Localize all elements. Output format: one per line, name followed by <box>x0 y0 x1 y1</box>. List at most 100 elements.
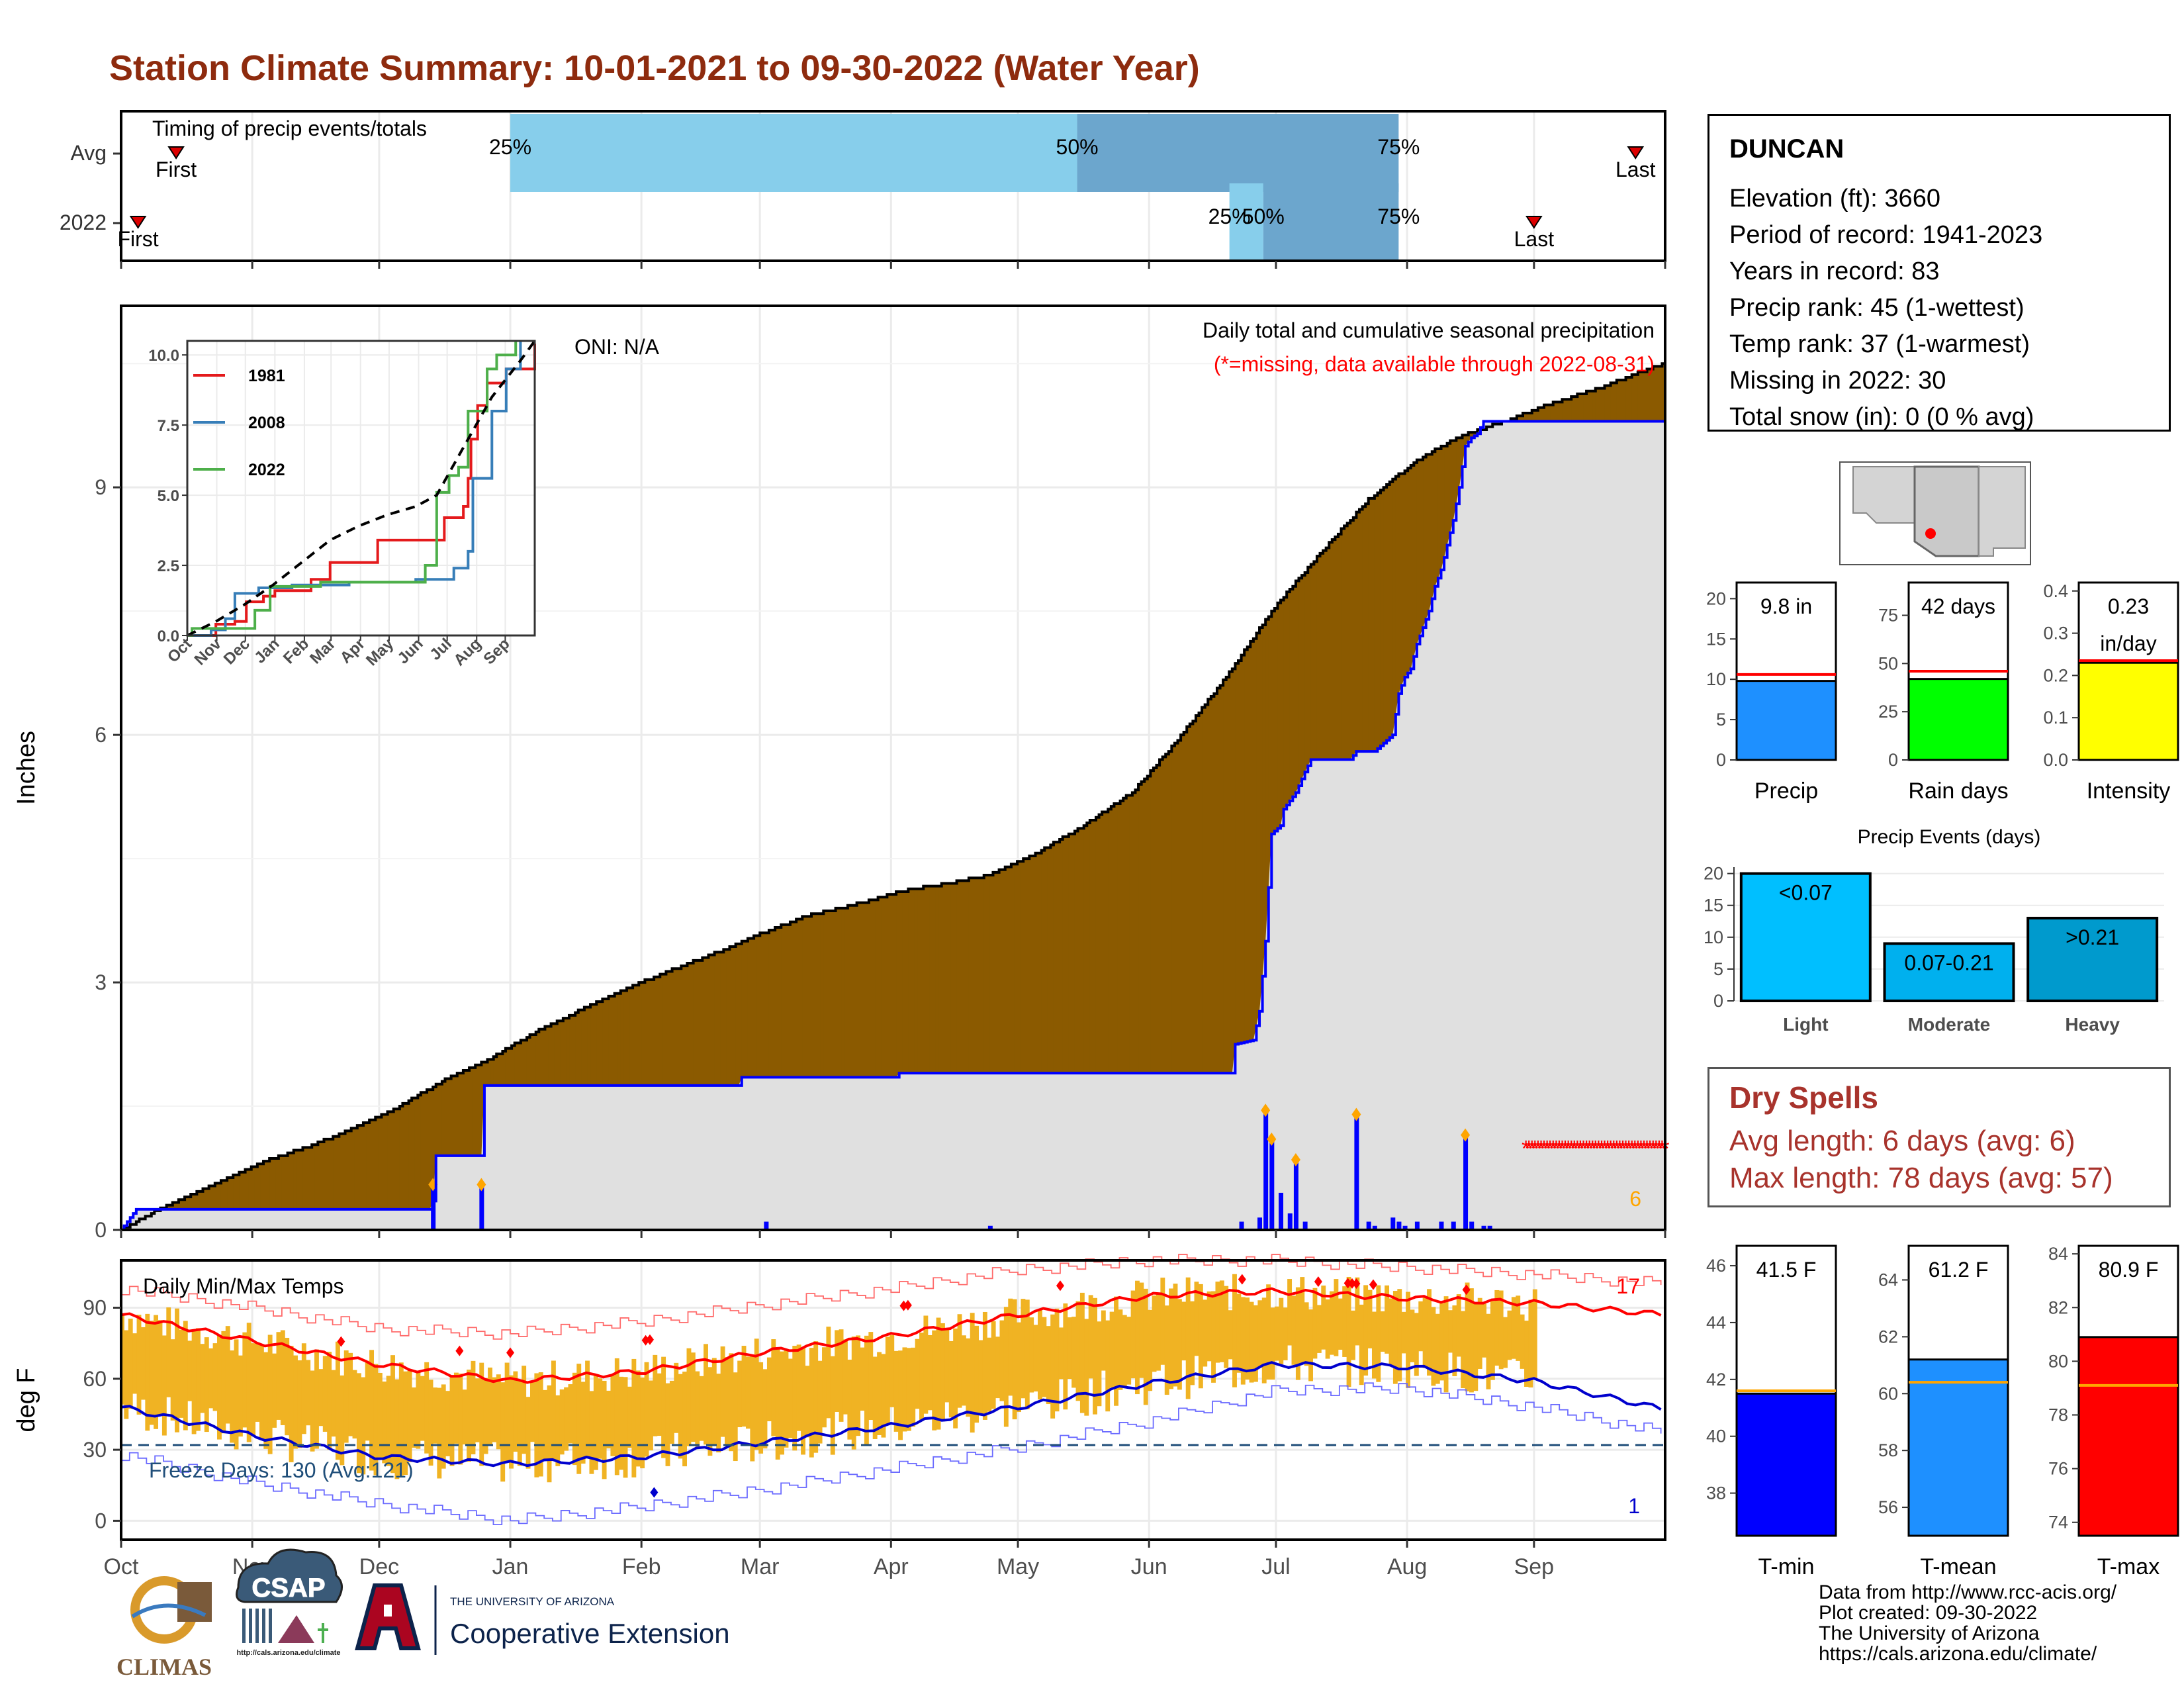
temp-daily-bar <box>1427 1289 1432 1376</box>
temp-daily-bar <box>737 1360 743 1428</box>
precip-deficit-slice <box>908 888 912 1074</box>
precip-deficit-slice <box>947 883 952 1074</box>
precip-deficit-slice <box>1320 553 1324 760</box>
precip-deficit-slice <box>1293 586 1297 797</box>
temp-daily-bar <box>1304 1302 1309 1366</box>
csap-logo-cactus <box>318 1623 328 1643</box>
precip-deficit-slice <box>1208 699 1212 1074</box>
precip-deficit-slice <box>578 1009 582 1086</box>
precip-deficit-slice <box>983 875 987 1074</box>
tmean-title: T-mean <box>1920 1554 1996 1579</box>
precip-deficit-slice <box>172 1202 176 1209</box>
footer-university: The University of Arizona <box>1819 1622 2040 1644</box>
temp-daily-bar <box>1075 1301 1081 1401</box>
temp-daily-bar <box>1198 1284 1203 1389</box>
temp-daily-bar <box>1461 1311 1466 1389</box>
precip-deficit-slice <box>1547 404 1551 422</box>
tmean-value-bar <box>1907 1358 2009 1537</box>
precip-deficit-slice <box>1283 597 1287 810</box>
temp-daily-bar <box>356 1373 361 1474</box>
temp-daily-bar <box>576 1364 582 1474</box>
precip-deficit-slice <box>1359 509 1363 752</box>
temp-daily-bar <box>678 1374 683 1459</box>
inset-chart: 0.02.55.07.510.0OctNovDecJanFebMarAprMay… <box>148 340 536 669</box>
precip-deficit-slice <box>175 1202 179 1209</box>
precip-deficit-slice <box>1089 820 1094 1074</box>
precip-deficit-slice <box>1583 393 1587 422</box>
precip-deficit-slice <box>999 869 1003 1074</box>
precip-deficit-slice <box>427 1090 431 1209</box>
precip-missing-marker: * <box>1558 1136 1567 1161</box>
temp-daily-bar <box>1105 1320 1111 1412</box>
precip-deficit-slice <box>881 897 885 1078</box>
precip-daily-bar <box>1451 1221 1456 1230</box>
csap-logo-text: CSAP <box>251 1573 325 1603</box>
precip_total-y-tick-label: 20 <box>1706 588 1726 608</box>
temp-daily-bar <box>221 1331 226 1434</box>
temp-daily-bar <box>1291 1295 1297 1365</box>
temp-daily-bar <box>1469 1288 1474 1393</box>
precip-deficit-slice <box>430 1090 433 1209</box>
precip-deficit-slice <box>805 916 809 1078</box>
temp-daily-bar <box>771 1339 776 1436</box>
precip-deficit-slice <box>1268 616 1272 888</box>
intensity-value-bar <box>2077 661 2179 761</box>
tmax-y-tick-label: 84 <box>2048 1244 2068 1264</box>
precip-deficit-slice <box>1071 833 1075 1074</box>
timing-label-first: First <box>156 158 197 181</box>
precip-daily-bar <box>1414 1221 1420 1230</box>
temp-daily-bar <box>784 1350 789 1448</box>
inset-average-line <box>187 340 536 637</box>
precip-deficit-slice <box>1514 418 1518 422</box>
temp-record-low-marker <box>650 1487 659 1498</box>
precip-deficit-slice <box>766 933 770 1078</box>
precip-deficit-slice <box>702 957 706 1086</box>
temp-record-high-marker <box>1343 1278 1352 1289</box>
precip-deficit-slice <box>1229 671 1233 1074</box>
logos: CLIMAS CSAP http://cals.arizona.edu/climat… <box>116 1548 730 1680</box>
ua-logo-a-counter <box>384 1605 392 1617</box>
precip-deficit-slice <box>199 1191 204 1209</box>
tmin-title: T-min <box>1758 1554 1815 1579</box>
temp-daily-bar <box>585 1360 590 1457</box>
temp-daily-bar <box>225 1326 230 1424</box>
temp-x-tick-label: Jun <box>1131 1554 1167 1579</box>
precip-deficit-slice <box>1032 855 1036 1074</box>
csap-logo-bars <box>269 1609 272 1643</box>
temp-daily-bar <box>1079 1292 1085 1413</box>
precip-deficit-slice <box>1404 471 1408 677</box>
temp-record-high-marker <box>1369 1279 1377 1290</box>
precip-deficit-slice <box>614 993 618 1086</box>
rain_days-y-tick-label: 25 <box>1878 702 1898 722</box>
temp-daily-bar <box>1130 1290 1136 1379</box>
precip-deficit-slice <box>733 947 737 1086</box>
temp-daily-bar <box>154 1315 159 1429</box>
precip-deficit-slice <box>1450 440 1454 533</box>
precip-missing-marker: * <box>1564 1136 1572 1161</box>
precip-deficit-slice <box>1429 454 1433 612</box>
temp-daily-bar <box>614 1358 619 1476</box>
precip-deficit-slice <box>1199 712 1203 1074</box>
temp-daily-bar <box>1385 1285 1390 1354</box>
temp-daily-bar <box>361 1377 366 1475</box>
precip-deficit-slice <box>684 966 688 1086</box>
precip-deficit-slice <box>1265 619 1269 941</box>
temp-daily-bar <box>522 1366 527 1454</box>
precip-deficit-slice <box>1074 831 1079 1074</box>
precip-deficit-slice <box>1559 402 1563 422</box>
precip-deficit-slice <box>629 988 633 1086</box>
precip-deficit-slice <box>987 875 991 1074</box>
precip-deficit-slice <box>1392 479 1396 735</box>
precip-deficit-slice <box>1510 418 1514 422</box>
temp-record-low-count: 1 <box>1628 1494 1640 1518</box>
precip-deficit-slice <box>1329 542 1333 760</box>
temp-x-tick-label: Mar <box>741 1554 780 1579</box>
temp-daily-bar <box>1482 1303 1487 1358</box>
precip-y-axis-label: Inches <box>13 731 40 805</box>
precip-deficit-slice <box>1556 402 1560 422</box>
temp-daily-bar <box>1490 1301 1495 1380</box>
precip-deficit-slice <box>950 883 954 1074</box>
temp-daily-bar <box>877 1352 882 1435</box>
temp-daily-bar <box>932 1330 937 1430</box>
temp-daily-bar <box>559 1389 565 1455</box>
